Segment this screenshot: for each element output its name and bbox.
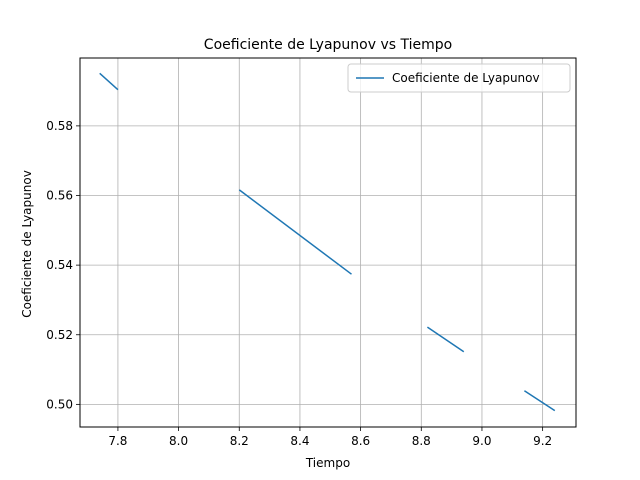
- legend-entry-label: Coeficiente de Lyapunov: [392, 71, 540, 85]
- y-axis-ticks: 0.50 0.52 0.54 0.56 0.58: [46, 119, 80, 411]
- series-line-segment: [99, 72, 119, 91]
- x-tick-label: 8.0: [169, 434, 188, 448]
- series-lines: [99, 72, 556, 412]
- axes-frame: [79, 57, 577, 428]
- x-tick-label: 8.4: [290, 434, 309, 448]
- legend-box: [347, 63, 571, 93]
- y-tick-label: 0.50: [46, 397, 73, 411]
- y-axis-label: Coeficiente de Lyapunov: [20, 170, 34, 318]
- y-tick-label: 0.58: [46, 119, 73, 133]
- y-tick-label: 0.56: [46, 189, 73, 203]
- series-line-segment: [238, 189, 352, 275]
- x-axis-label: Tiempo: [305, 456, 350, 470]
- y-tick-label: 0.52: [46, 328, 73, 342]
- grid-lines: [80, 58, 576, 427]
- x-tick-label: 8.6: [351, 434, 370, 448]
- x-tick-label: 7.8: [108, 434, 127, 448]
- y-tick-label: 0.54: [46, 258, 73, 272]
- x-tick-label: 8.2: [230, 434, 249, 448]
- series-line-segment: [426, 326, 465, 353]
- series-line-segment: [523, 390, 556, 412]
- x-axis-ticks: 7.8 8.0 8.2 8.4 8.6 8.8 9.0 9.2: [108, 427, 552, 448]
- legend: Coeficiente de Lyapunov: [347, 63, 571, 93]
- x-tick-label: 9.2: [533, 434, 552, 448]
- x-tick-label: 8.8: [412, 434, 431, 448]
- x-tick-label: 9.0: [472, 434, 491, 448]
- chart-title: Coeficiente de Lyapunov vs Tiempo: [204, 37, 452, 53]
